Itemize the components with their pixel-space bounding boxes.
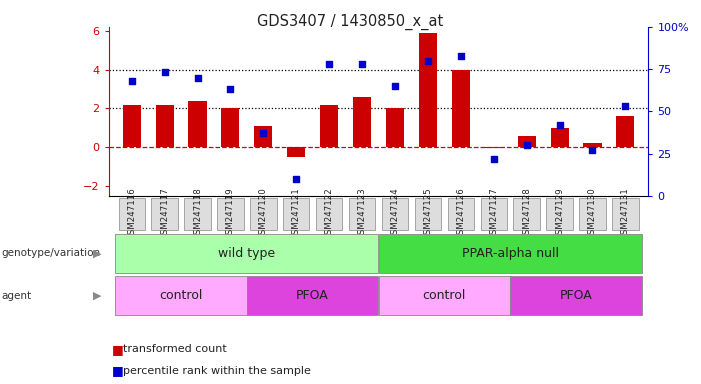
- Text: percentile rank within the sample: percentile rank within the sample: [123, 366, 311, 376]
- FancyBboxPatch shape: [349, 198, 375, 230]
- Text: ▶: ▶: [93, 291, 102, 301]
- Text: GSM247129: GSM247129: [555, 188, 564, 240]
- Bar: [419, 33, 437, 147]
- Point: [587, 147, 598, 153]
- Point: [455, 53, 466, 59]
- Text: GSM247123: GSM247123: [358, 188, 367, 240]
- Bar: [320, 104, 338, 147]
- Bar: [254, 126, 273, 147]
- Text: GSM247122: GSM247122: [325, 188, 334, 240]
- Text: PFOA: PFOA: [297, 289, 329, 302]
- Text: GDS3407 / 1430850_x_at: GDS3407 / 1430850_x_at: [257, 13, 444, 30]
- Text: transformed count: transformed count: [123, 344, 226, 354]
- Text: agent: agent: [1, 291, 32, 301]
- Point: [389, 83, 400, 89]
- Text: GSM247124: GSM247124: [390, 188, 400, 240]
- Text: genotype/variation: genotype/variation: [1, 248, 100, 258]
- Point: [159, 70, 170, 76]
- Point: [258, 130, 269, 136]
- Text: GSM247120: GSM247120: [259, 188, 268, 240]
- Bar: [156, 104, 174, 147]
- Text: GSM247121: GSM247121: [292, 188, 301, 240]
- Point: [192, 74, 203, 81]
- Bar: [189, 101, 207, 147]
- Point: [620, 103, 631, 109]
- Text: GSM247131: GSM247131: [621, 188, 630, 240]
- FancyBboxPatch shape: [448, 198, 474, 230]
- Bar: [287, 147, 306, 157]
- FancyBboxPatch shape: [415, 198, 441, 230]
- FancyBboxPatch shape: [546, 198, 573, 230]
- FancyBboxPatch shape: [379, 234, 641, 273]
- FancyBboxPatch shape: [379, 276, 510, 315]
- FancyBboxPatch shape: [115, 234, 379, 273]
- Bar: [484, 147, 503, 148]
- Text: GSM247116: GSM247116: [127, 188, 136, 240]
- Text: GSM247118: GSM247118: [193, 188, 202, 240]
- FancyBboxPatch shape: [247, 276, 379, 315]
- Text: GSM247127: GSM247127: [489, 188, 498, 240]
- FancyBboxPatch shape: [481, 198, 507, 230]
- FancyBboxPatch shape: [250, 198, 276, 230]
- Text: PPAR-alpha null: PPAR-alpha null: [461, 247, 559, 260]
- FancyBboxPatch shape: [283, 198, 309, 230]
- FancyBboxPatch shape: [612, 198, 639, 230]
- Point: [225, 86, 236, 93]
- Point: [126, 78, 137, 84]
- Bar: [222, 108, 240, 147]
- Text: ■: ■: [112, 343, 124, 356]
- Text: GSM247126: GSM247126: [456, 188, 465, 240]
- Bar: [353, 97, 371, 147]
- Text: ▶: ▶: [93, 248, 102, 258]
- Point: [357, 61, 368, 67]
- Text: GSM247128: GSM247128: [522, 188, 531, 240]
- Text: PFOA: PFOA: [559, 289, 592, 302]
- Point: [422, 58, 433, 64]
- FancyBboxPatch shape: [184, 198, 211, 230]
- FancyBboxPatch shape: [579, 198, 606, 230]
- Point: [521, 142, 532, 148]
- Bar: [123, 104, 141, 147]
- Bar: [517, 136, 536, 147]
- Bar: [616, 116, 634, 147]
- Text: GSM247125: GSM247125: [423, 188, 433, 240]
- Point: [488, 156, 499, 162]
- FancyBboxPatch shape: [510, 276, 641, 315]
- Point: [324, 61, 335, 67]
- FancyBboxPatch shape: [217, 198, 244, 230]
- Text: control: control: [159, 289, 203, 302]
- Text: GSM247117: GSM247117: [160, 188, 169, 240]
- Bar: [386, 108, 404, 147]
- FancyBboxPatch shape: [151, 198, 178, 230]
- Point: [291, 176, 302, 182]
- Text: GSM247130: GSM247130: [588, 188, 597, 240]
- FancyBboxPatch shape: [115, 276, 247, 315]
- Bar: [550, 128, 569, 147]
- Text: ■: ■: [112, 364, 124, 377]
- Text: wild type: wild type: [218, 247, 275, 260]
- Text: control: control: [423, 289, 466, 302]
- Bar: [583, 143, 601, 147]
- Text: GSM247119: GSM247119: [226, 188, 235, 240]
- FancyBboxPatch shape: [514, 198, 540, 230]
- Point: [554, 122, 565, 128]
- FancyBboxPatch shape: [118, 198, 145, 230]
- Bar: [451, 70, 470, 147]
- FancyBboxPatch shape: [382, 198, 408, 230]
- FancyBboxPatch shape: [316, 198, 342, 230]
